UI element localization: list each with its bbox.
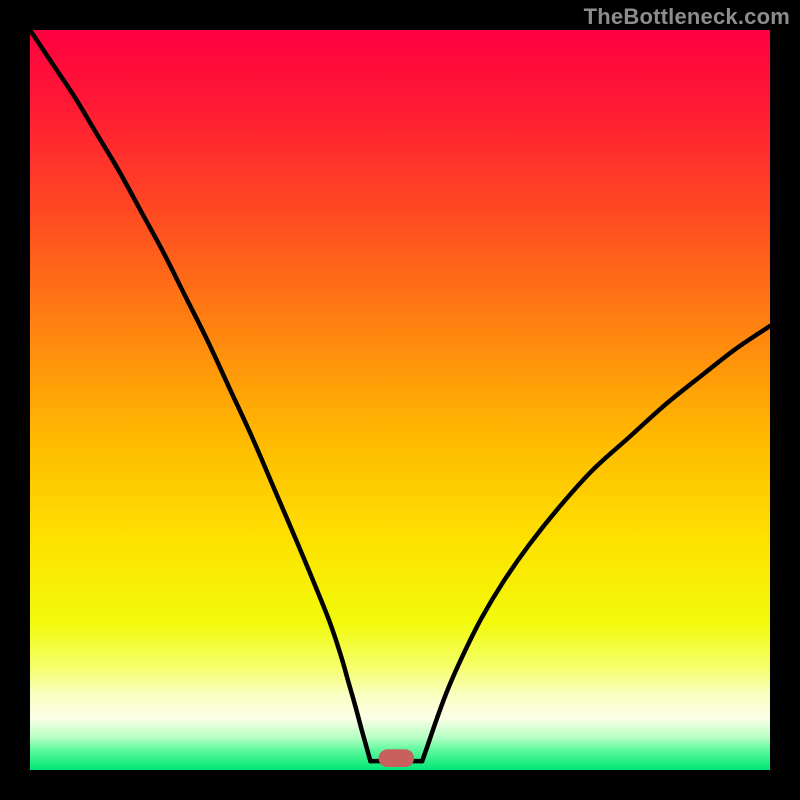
chart-container: TheBottleneck.com — [0, 0, 800, 800]
watermark-text: TheBottleneck.com — [584, 4, 790, 30]
bottleneck-plot — [0, 0, 800, 800]
optimal-marker — [379, 749, 415, 767]
gradient-background — [30, 30, 770, 770]
